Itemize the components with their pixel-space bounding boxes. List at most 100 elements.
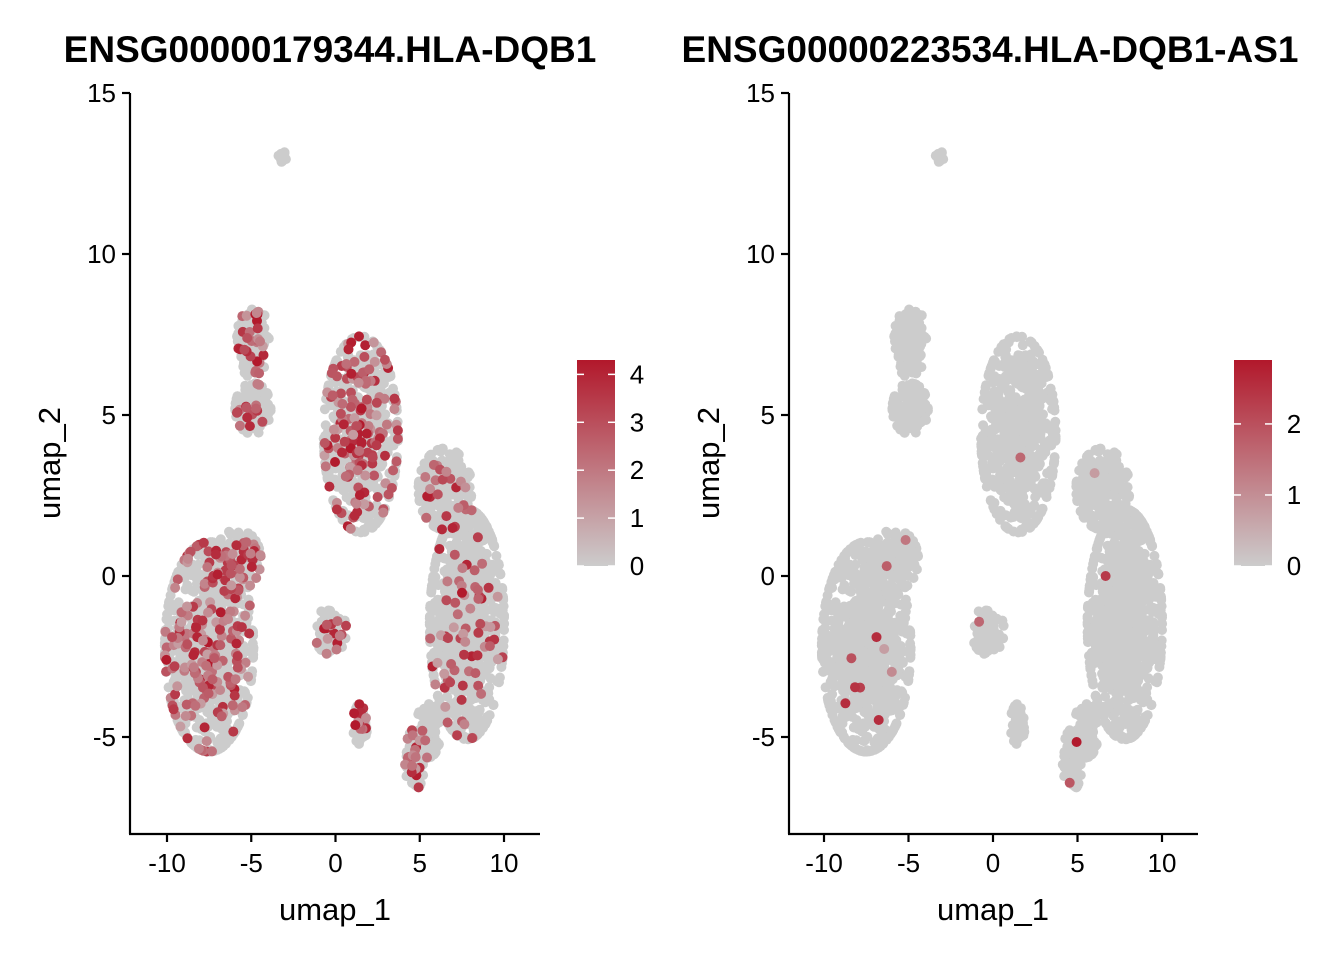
cell-point [225,568,236,579]
scatter-points [159,147,510,793]
cell-point [351,421,362,432]
cell-point [432,489,443,500]
cell-point [379,354,390,365]
cell-point [332,371,342,382]
cell-point [980,427,991,437]
cell-point [1013,356,1024,367]
cell-point [1017,331,1027,342]
cell-point [439,668,450,679]
cell-point [441,595,452,606]
cell-point [432,657,443,668]
cell-point [359,351,370,362]
cell-point [459,649,469,660]
cell-point [201,660,212,671]
cell-point [328,424,339,435]
cell-point [207,746,217,757]
cell-point [488,700,499,711]
cell-point [1015,474,1026,485]
cell-point [492,591,503,602]
cell-point [984,451,995,462]
cell-point [240,610,251,621]
cell-point [252,323,263,334]
cell-point [371,397,382,408]
cell-point [998,344,1009,355]
cell-point [389,393,400,404]
cell-point [175,721,186,732]
cell-point [999,492,1010,503]
cell-point [432,594,443,605]
cell-point [371,440,382,451]
cell-point [437,524,447,535]
cell-point [241,646,251,657]
cell-point [358,513,369,524]
cell-point [194,571,205,582]
cell-point [360,340,371,351]
cell-point [417,725,428,736]
cell-point [449,549,460,560]
cell-point [246,561,257,572]
cell-point [378,507,389,518]
cell-point [459,719,470,730]
cell-point [164,597,174,608]
panel-title: ENSG00000223534.HLA-DQB1-AS1 [682,29,1299,70]
cell-point [210,549,221,560]
cell-point [162,609,173,620]
cell-point [321,608,332,619]
cell-point [389,404,400,415]
cell-point [1010,465,1020,476]
cell-point [380,409,391,420]
colorbar-label: 3 [630,407,644,437]
cell-point [484,710,495,721]
cell-point [1033,512,1044,523]
y-tick-label: -5 [93,722,116,752]
cell-point [193,743,204,754]
cell-point [337,398,348,409]
cell-point [485,622,496,632]
cell-point [467,549,478,560]
colorbar-label: 1 [630,503,644,533]
cell-point [1038,409,1048,420]
cell-point [341,620,351,631]
cell-point [492,676,503,687]
cell-point [349,510,360,521]
cell-point [981,380,992,391]
cell-point [1037,450,1048,461]
cell-point [210,587,221,598]
cell-point [1045,479,1056,490]
cell-point [472,584,483,595]
cell-point [472,650,483,661]
cell-point [255,336,265,347]
cell-point [239,344,250,355]
cell-point [441,511,452,522]
cell-point [380,450,390,461]
cell-point [407,760,418,771]
cell-point [215,640,226,651]
cell-point [341,359,352,369]
cell-point [1049,456,1060,467]
cell-point [244,421,255,432]
cell-point [450,597,461,608]
cell-point [251,403,261,414]
cell-point [245,548,256,559]
cell-point [241,537,252,548]
cell-point [369,470,380,481]
cell-point [465,704,476,715]
cell-point [425,633,436,644]
cell-point [487,537,498,548]
cell-point [469,565,480,576]
cell-point [432,737,442,747]
cell-point [456,694,467,705]
cell-point [321,619,332,630]
cell-point [442,576,453,587]
cell-point [201,736,212,747]
cell-point [484,650,495,661]
cell-point [368,337,379,348]
cell-point [352,465,363,476]
x-axis-ticks: -10 -5 0 5 10 [148,834,518,878]
cell-point [391,456,402,467]
cell-point [452,609,463,620]
cell-point [446,659,457,669]
cell-point [912,348,923,359]
cell-point [430,679,441,690]
